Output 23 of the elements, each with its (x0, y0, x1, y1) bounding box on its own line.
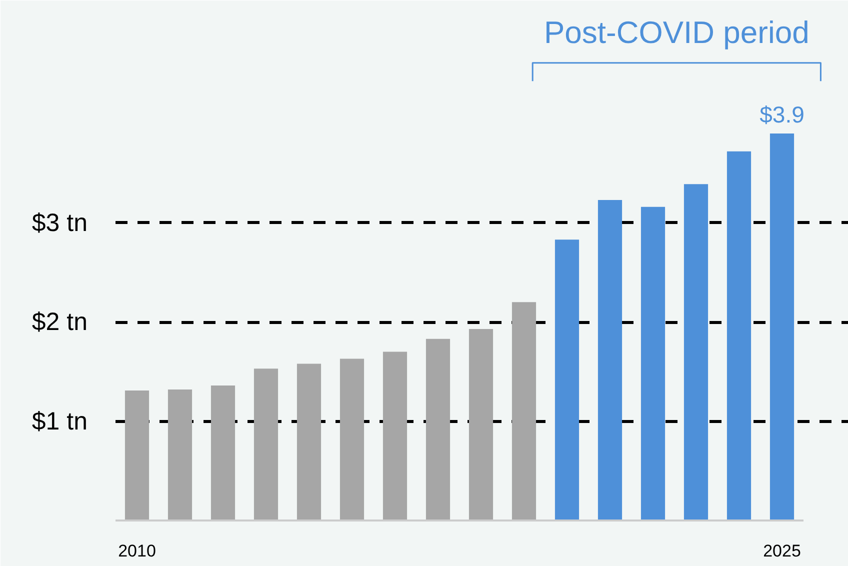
bar (124, 390, 150, 520)
bar (382, 352, 408, 520)
bar (684, 184, 708, 520)
bar (770, 133, 794, 520)
bar (640, 206, 666, 520)
annotation: Post-COVID period (544, 14, 810, 50)
bar (512, 302, 536, 520)
bar (168, 390, 192, 520)
bar (726, 151, 752, 520)
data-label: $3.9 (760, 101, 804, 128)
bar (254, 368, 278, 520)
bar (598, 200, 622, 520)
y-tick-label: $3 tn (32, 208, 88, 237)
bar (296, 364, 322, 520)
y-tick-label: $1 tn (32, 407, 88, 436)
bar (426, 338, 450, 520)
bar (340, 358, 364, 520)
y-tick-label: $2 tn (32, 308, 88, 336)
x-tick-label: 2010 (118, 542, 156, 560)
bar (554, 240, 580, 520)
x-tick-label: 2025 (763, 542, 801, 560)
bar (468, 328, 494, 520)
bar (210, 386, 236, 520)
